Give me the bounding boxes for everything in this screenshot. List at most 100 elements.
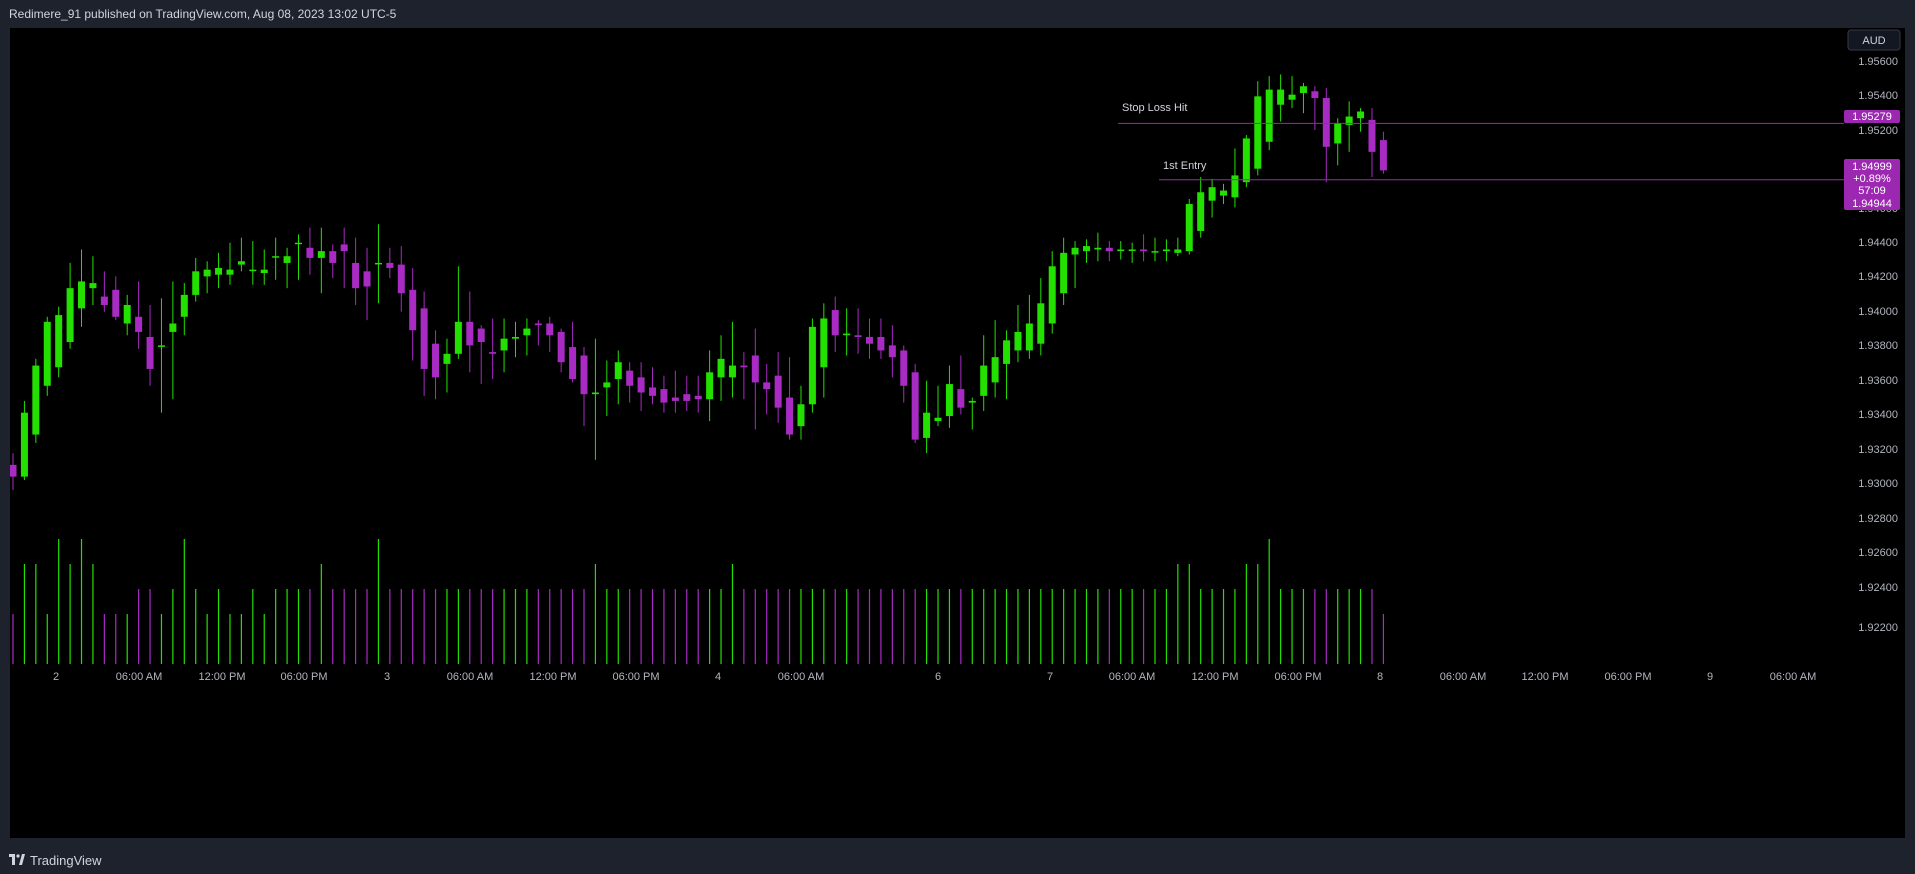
time-axis[interactable]: 2 06:00 AM 12:00 PM 06:00 PM 3 06:00 AM 12:00 … — [53, 671, 1816, 683]
candle-body — [728, 365, 736, 378]
candle-body — [637, 377, 645, 393]
x-tick-label: 7 — [1047, 671, 1053, 683]
candle-body — [808, 326, 816, 405]
candle-body — [112, 289, 120, 317]
candle-body — [877, 336, 885, 351]
x-tick-label: 06:00 PM — [1604, 671, 1651, 683]
candle-body — [249, 269, 257, 272]
candle-body — [420, 308, 428, 369]
x-tick-label: 6 — [935, 671, 941, 683]
candle-body — [32, 365, 40, 435]
candle-body — [1048, 266, 1056, 324]
candle-body — [78, 281, 86, 309]
candle-body — [523, 328, 531, 336]
candle-body — [352, 262, 360, 289]
candle-body — [591, 392, 599, 395]
candle-body — [1220, 190, 1228, 196]
x-tick-label: 06:00 AM — [778, 671, 824, 683]
y-tick-label: 1.93200 — [1858, 444, 1898, 456]
candle-body — [477, 328, 485, 343]
y-tick-label: 1.92200 — [1858, 622, 1898, 634]
candle-body — [1140, 249, 1148, 252]
first-entry-label: 1st Entry — [1163, 160, 1207, 172]
candle-body — [317, 251, 325, 258]
candle-body — [340, 244, 348, 252]
candle-body — [671, 397, 679, 401]
candle-body — [1254, 96, 1262, 169]
x-tick-label: 12:00 PM — [1521, 671, 1568, 683]
candle-body — [900, 350, 908, 386]
candle-body — [546, 323, 554, 336]
candle-body — [1288, 94, 1296, 100]
candle-body — [945, 384, 953, 417]
x-tick-label: 06:00 PM — [612, 671, 659, 683]
candle-body — [192, 271, 200, 295]
candle-body — [135, 316, 143, 332]
candle-body — [614, 362, 622, 380]
candle-body — [1357, 111, 1365, 119]
y-tick-label: 1.94000 — [1858, 306, 1898, 318]
x-tick-label: 9 — [1707, 671, 1713, 683]
candle-body — [511, 336, 519, 339]
candle-body — [1082, 246, 1090, 252]
y-tick-label: 1.92600 — [1858, 547, 1898, 559]
candle-body — [706, 372, 714, 400]
candle-body — [683, 394, 691, 401]
candle-body — [854, 335, 862, 337]
candle-body — [991, 357, 999, 383]
candle-body — [603, 382, 611, 388]
candle-body — [820, 318, 828, 368]
candlestick-chart[interactable]: 1.956001.954001.952001.946001.944001.942… — [10, 28, 1905, 838]
price-axis[interactable]: 1.956001.954001.952001.946001.944001.942… — [1858, 56, 1898, 634]
x-tick-label: 06:00 PM — [1274, 671, 1321, 683]
candle-body — [751, 355, 759, 383]
y-tick-label: 1.93400 — [1858, 409, 1898, 421]
x-tick-label: 06:00 AM — [447, 671, 493, 683]
candle-body — [831, 310, 839, 336]
candle-body — [123, 304, 131, 324]
candle-body — [237, 261, 245, 265]
candle-body — [295, 242, 302, 245]
candle-body — [283, 256, 291, 263]
candle-body — [363, 271, 371, 287]
x-tick-label: 3 — [384, 671, 390, 683]
candle-body — [169, 323, 177, 332]
y-tick-label: 1.92800 — [1858, 513, 1898, 525]
candle-body — [740, 365, 748, 368]
candle-body — [1003, 340, 1011, 364]
currency-label[interactable]: AUD — [1862, 35, 1885, 47]
candle-body — [66, 288, 74, 343]
current-price-badge — [1844, 159, 1900, 210]
candle-body — [1117, 249, 1125, 252]
candle-body — [957, 389, 965, 408]
candle-body — [397, 264, 405, 294]
currency-button[interactable] — [1847, 29, 1901, 51]
candle-body — [1151, 251, 1159, 253]
candle-body — [1231, 175, 1239, 198]
candle-body — [626, 370, 634, 386]
y-tick-label: 1.94200 — [1858, 271, 1898, 283]
candle-body — [1208, 187, 1216, 201]
candle-body — [1334, 123, 1342, 144]
tradingview-logo-icon — [9, 854, 25, 865]
candle-body — [374, 262, 382, 265]
candle-body — [226, 269, 234, 275]
chart-area[interactable]: 1.956001.954001.952001.946001.944001.942… — [10, 28, 1905, 838]
candle-body — [557, 331, 565, 363]
x-tick-label: 06:00 AM — [1109, 671, 1155, 683]
candle-body — [203, 269, 211, 277]
candle-body — [1071, 247, 1079, 255]
candle-body — [1037, 303, 1045, 344]
candle-body — [43, 321, 51, 386]
x-tick-label: 8 — [1377, 671, 1383, 683]
candle-body — [489, 352, 497, 354]
entry-price-text: 1.94944 — [1852, 198, 1892, 210]
candle-body — [1094, 247, 1102, 250]
change-percent-text: +0.89% — [1853, 173, 1891, 185]
candle-body — [934, 417, 942, 422]
candle-body — [843, 333, 851, 336]
candle-body — [797, 404, 805, 427]
y-tick-label: 1.95200 — [1858, 125, 1898, 137]
volume-layer — [12, 539, 1385, 664]
candle-body — [911, 372, 919, 440]
